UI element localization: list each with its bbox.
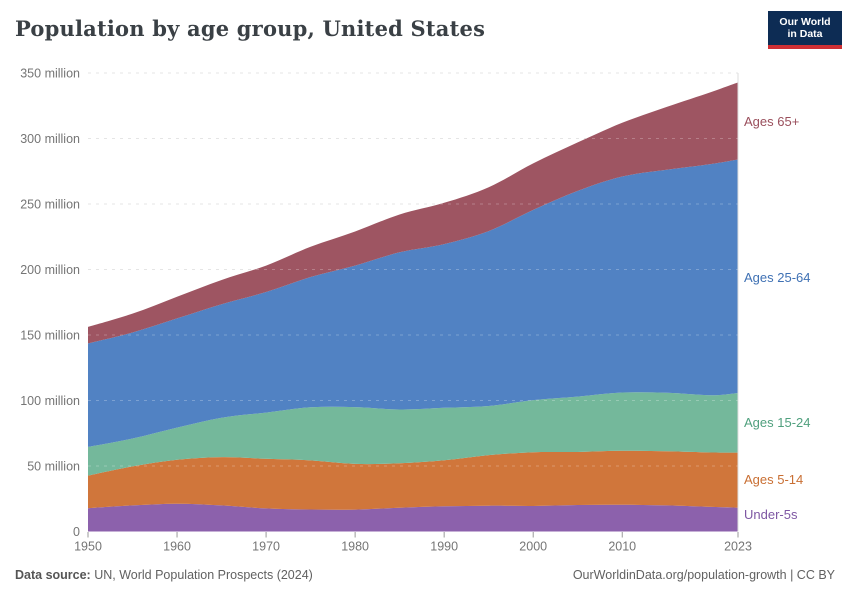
x-axis-label: 2023	[724, 540, 752, 554]
stacked-area-chart[interactable]: 0 50 million 100 million 150 million 200 mil…	[0, 60, 850, 600]
data-source-note: Data source: UN, World Population Prospe…	[15, 568, 313, 582]
area-band-ages-25-64[interactable]	[88, 159, 738, 447]
data-source-prefix: Data source:	[15, 568, 91, 582]
x-axis-label: 1950	[74, 540, 102, 554]
y-axis-label: 300 million	[20, 132, 80, 146]
y-axis-label: 100 million	[20, 394, 80, 408]
x-axis-label: 2010	[608, 540, 636, 554]
chart-title: Population by age group, United States	[15, 16, 486, 41]
y-axis-label: 150 million	[20, 329, 80, 343]
y-axis-label: 0	[73, 525, 80, 539]
x-axis-label: 1980	[341, 540, 369, 554]
owid-logo[interactable]: Our World in Data	[768, 11, 842, 49]
legend-label-ages-5-14[interactable]: Ages 5-14	[744, 472, 804, 487]
license-link[interactable]: OurWorldinData.org/population-growth | C…	[572, 568, 835, 582]
legend-label-under-5s[interactable]: Under-5s	[744, 507, 798, 522]
x-axis-label: 1970	[252, 540, 280, 554]
legend-label-ages-65plus[interactable]: Ages 65+	[744, 114, 800, 129]
area-band-ages-5-14[interactable]	[88, 450, 738, 510]
x-axis-label: 2000	[519, 540, 547, 554]
y-axis-label: 200 million	[20, 263, 80, 277]
y-axis-label: 250 million	[20, 198, 80, 212]
owid-logo-line2: in Data	[787, 28, 823, 40]
x-axis-label: 1990	[430, 540, 458, 554]
x-axis-label: 1960	[163, 540, 191, 554]
y-axis-label: 50 million	[27, 460, 80, 474]
data-source-text: UN, World Population Prospects (2024)	[90, 568, 313, 582]
area-band-ages-15-24[interactable]	[88, 392, 738, 476]
area-band-under-5s[interactable]	[88, 503, 738, 532]
legend-label-ages-15-24[interactable]: Ages 15-24	[744, 415, 811, 430]
owid-logo-line1: Our World	[779, 15, 831, 28]
plot-area-wrapper: 0 50 million 100 million 150 million 200 mil…	[0, 60, 850, 600]
area-band-ages-65-[interactable]	[88, 82, 738, 344]
legend-label-ages-25-64[interactable]: Ages 25-64	[744, 270, 811, 285]
y-axis-label: 350 million	[20, 67, 80, 81]
